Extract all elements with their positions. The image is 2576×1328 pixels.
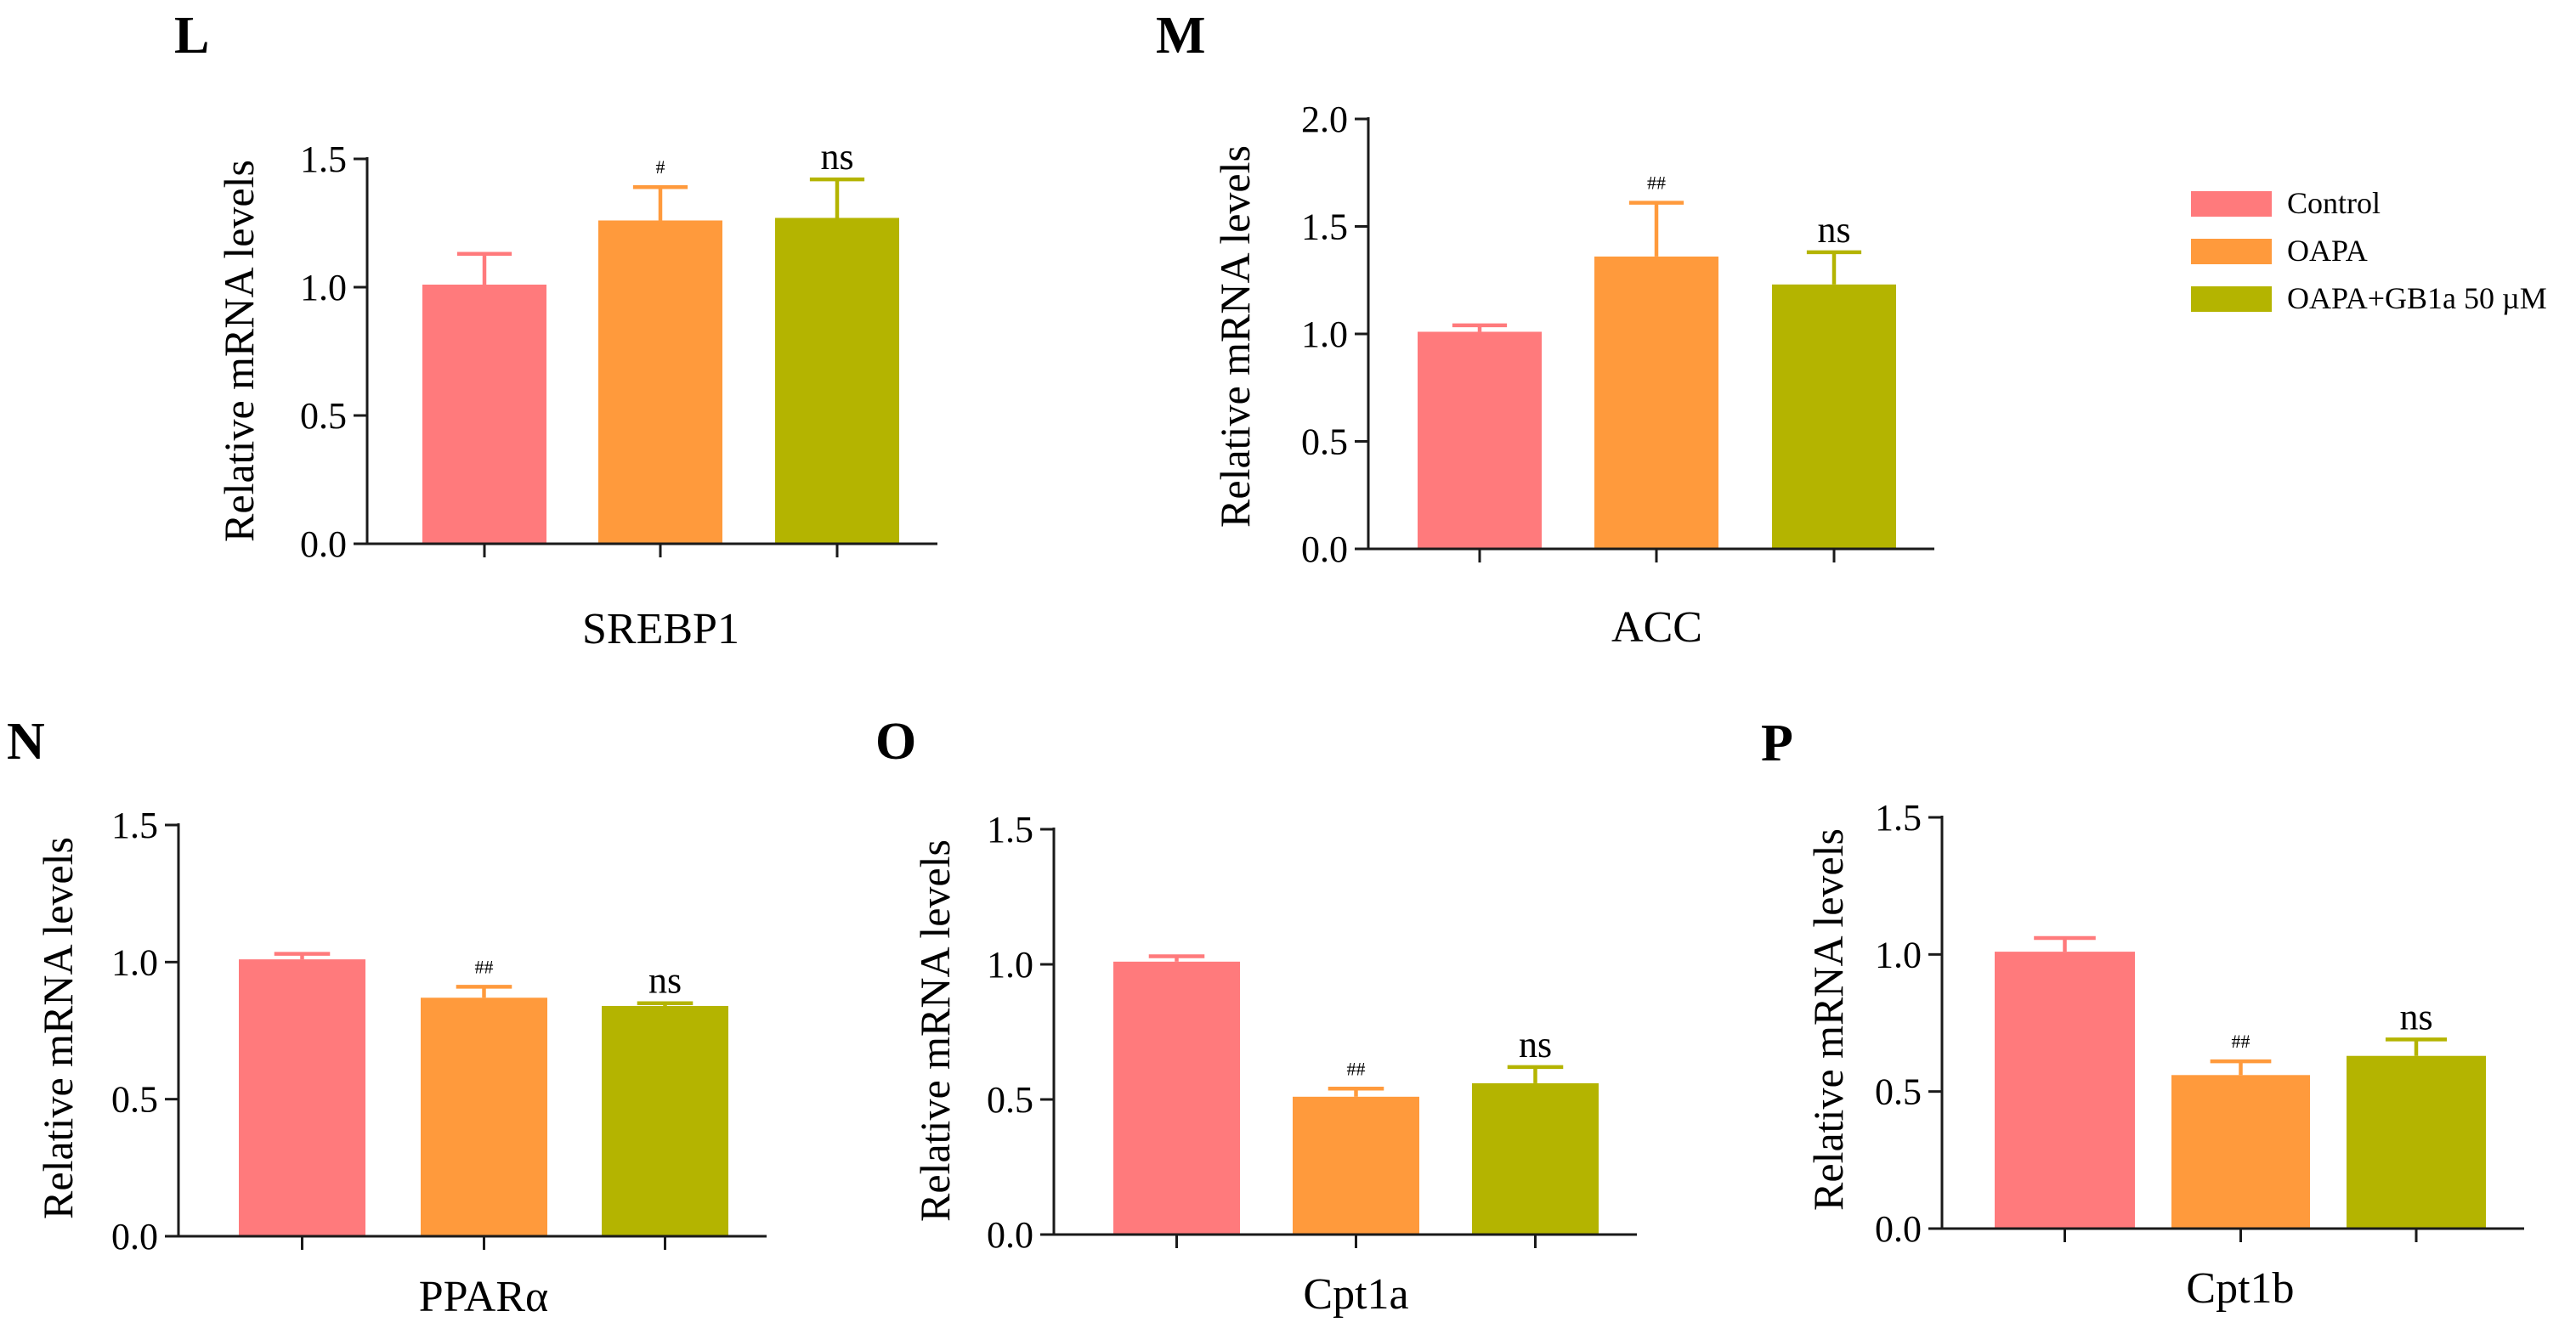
error-bar-control xyxy=(1148,954,1205,962)
y-tick-label: 0.0 xyxy=(987,1214,1033,1256)
legend-swatch xyxy=(2191,239,2272,264)
y-tick-label: 0.0 xyxy=(300,523,347,565)
bar-oapa xyxy=(1594,256,1718,549)
bar-oapa xyxy=(2171,1075,2310,1229)
y-tick-label: 1.0 xyxy=(300,267,347,308)
error-bar-oapa xyxy=(456,985,512,998)
error-bar-control xyxy=(274,952,331,960)
y-tick-label: 1.5 xyxy=(987,809,1033,850)
legend-item-control: Control xyxy=(2191,186,2381,220)
panel-label: P xyxy=(1761,715,1793,772)
error-bar-oapa xyxy=(2210,1059,2272,1076)
legend-swatch xyxy=(2191,286,2272,312)
bar-gb1a xyxy=(1472,1082,1599,1235)
y-axis-label: Relative mRNA levels xyxy=(1211,145,1259,528)
legend-label: Control xyxy=(2287,186,2381,220)
error-bar-gb1a xyxy=(1806,250,1862,285)
annotation-ns: ns xyxy=(2399,996,2432,1037)
legend-label: OAPA xyxy=(2287,234,2368,268)
y-tick-label: 0.0 xyxy=(1301,528,1348,570)
y-axis-label: Relative mRNA levels xyxy=(215,160,263,542)
x-axis-label: Cpt1a xyxy=(1303,1270,1408,1319)
chart-panel-l: L # ns 0.0 0.5 1.0 1.5 Relative mRNA levels SREB… xyxy=(174,7,937,653)
bar-gb1a xyxy=(1772,284,1896,549)
y-tick-label: 2.0 xyxy=(1301,99,1348,140)
y-axis-label: Relative mRNA levels xyxy=(34,837,82,1219)
error-bar-gb1a xyxy=(1507,1065,1564,1083)
bar-oapa xyxy=(421,997,547,1236)
bar-oapa xyxy=(598,220,722,544)
y-tick-label: 1.5 xyxy=(1875,797,1922,839)
annotation-hash: ## xyxy=(1347,1058,1366,1079)
chart-panel-o: O ## ns 0.0 0.5 1.0 1.5 Relative mRNA levels Cpt… xyxy=(875,713,1637,1319)
chart-panel-m: M ## ns 0.0 0.5 1.0 1.5 2.0 Relative mRNA levels… xyxy=(1156,7,1934,652)
y-axis-label: Relative mRNA levels xyxy=(1804,828,1852,1211)
error-bar-control xyxy=(1452,323,1508,332)
annotation-hash: ## xyxy=(1647,172,1666,194)
bar-control xyxy=(1113,961,1240,1235)
chart-panel-n: N ## ns 0.0 0.5 1.0 1.5 Relative mRNA levels PPA… xyxy=(7,713,767,1321)
y-tick-label: 1.5 xyxy=(300,138,347,180)
y-tick-label: 1.0 xyxy=(1875,934,1922,975)
error-bar-gb1a xyxy=(2385,1037,2448,1056)
error-bar-oapa xyxy=(632,184,688,221)
panel-label: L xyxy=(174,7,209,65)
error-bar-control xyxy=(456,251,512,285)
error-bar-gb1a xyxy=(637,1001,694,1006)
x-axis-label: PPARα xyxy=(419,1273,549,1321)
panel-label: N xyxy=(7,713,45,771)
y-tick-label: 1.0 xyxy=(987,944,1033,986)
error-bar-oapa xyxy=(1328,1087,1384,1097)
x-axis-label: ACC xyxy=(1611,603,1702,652)
y-tick-label: 0.0 xyxy=(1875,1208,1922,1250)
error-bar-control xyxy=(2034,935,2096,952)
y-tick-label: 0.5 xyxy=(1875,1071,1922,1113)
error-bar-oapa xyxy=(1628,201,1684,257)
legend-label: OAPA+GB1a 50 µM xyxy=(2287,281,2547,315)
x-axis-label: SREBP1 xyxy=(582,605,739,653)
y-tick-label: 1.0 xyxy=(1301,314,1348,355)
legend-swatch xyxy=(2191,191,2272,217)
y-tick-label: 1.5 xyxy=(1301,206,1348,248)
bar-gb1a xyxy=(775,218,899,544)
y-tick-label: 1.5 xyxy=(111,805,158,846)
x-axis-label: Cpt1b xyxy=(2186,1264,2294,1313)
y-tick-label: 0.5 xyxy=(987,1079,1033,1121)
y-tick-label: 0.5 xyxy=(300,395,347,437)
legend: Control OAPA OAPA+GB1a 50 µM xyxy=(2191,186,2547,315)
error-bar-gb1a xyxy=(809,177,865,218)
annotation-hash: # xyxy=(656,156,665,178)
y-tick-label: 0.5 xyxy=(111,1079,158,1121)
chart-panels: L # ns 0.0 0.5 1.0 1.5 Relative mRNA levels SREB… xyxy=(7,7,2524,1321)
annotation-ns: ns xyxy=(1519,1024,1552,1065)
annotation-ns: ns xyxy=(820,136,853,178)
panel-label: M xyxy=(1156,7,1206,65)
bar-control xyxy=(1995,952,2135,1229)
bar-control xyxy=(1418,331,1542,549)
y-tick-label: 0.5 xyxy=(1301,421,1348,463)
annotation-ns: ns xyxy=(648,960,682,1002)
annotation-hash: ## xyxy=(475,956,494,977)
y-axis-label: Relative mRNA levels xyxy=(911,839,959,1222)
annotation-hash: ## xyxy=(2232,1031,2250,1052)
y-tick-label: 1.0 xyxy=(111,941,158,983)
bar-oapa xyxy=(1293,1096,1419,1235)
annotation-ns: ns xyxy=(1817,209,1850,251)
bar-gb1a xyxy=(2347,1055,2486,1229)
legend-item-gb1a: OAPA+GB1a 50 µM xyxy=(2191,281,2547,315)
bar-control xyxy=(239,959,365,1236)
legend-item-oapa: OAPA xyxy=(2191,234,2368,268)
bar-control xyxy=(422,284,546,544)
bar-gb1a xyxy=(602,1005,728,1236)
y-tick-label: 0.0 xyxy=(111,1216,158,1257)
chart-panel-p: P ## ns 0.0 0.5 1.0 1.5 Relative mRNA levels Cpt… xyxy=(1761,715,2524,1313)
panel-label: O xyxy=(875,713,916,771)
